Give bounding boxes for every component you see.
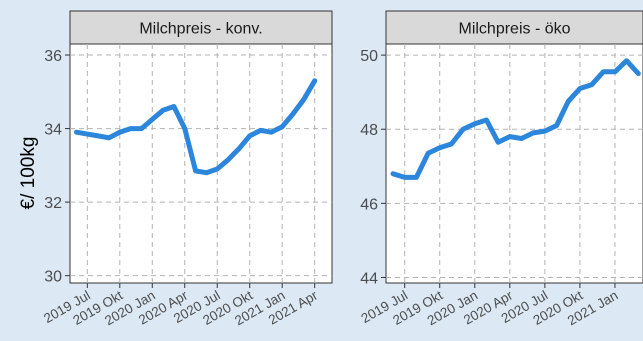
- y-tick-label: 34: [44, 122, 62, 139]
- series-line: [390, 58, 641, 180]
- facet-strip: [385, 10, 643, 45]
- facet-strip: [69, 10, 333, 45]
- plot-area: [385, 43, 643, 284]
- y-axis-label: €/ 100kg: [18, 137, 39, 210]
- y-tick-label: 48: [360, 122, 378, 139]
- y-tick-label: 36: [44, 48, 62, 65]
- series-line: [74, 78, 318, 176]
- y-tick-label: 46: [360, 196, 378, 213]
- y-tick-label: 44: [360, 270, 378, 287]
- y-tick-label: 32: [44, 195, 62, 212]
- y-tick-label: 50: [360, 48, 378, 65]
- facet-title: Milchpreis - konv.: [139, 21, 262, 38]
- facet-title: Milchpreis - öko: [458, 21, 570, 38]
- plot-area: [69, 43, 333, 284]
- y-tick-label: 30: [44, 269, 62, 286]
